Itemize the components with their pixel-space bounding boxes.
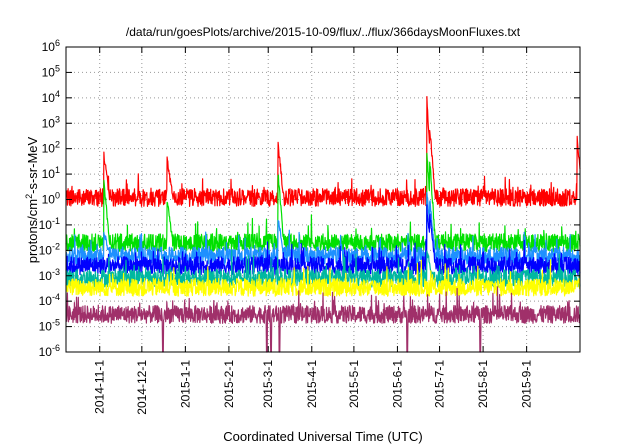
series-group xyxy=(65,95,581,353)
x-tick-label: 2015-5-1 xyxy=(347,360,361,408)
x-tick-label: 2014-12-1 xyxy=(135,360,149,415)
series-line-7 xyxy=(65,286,581,353)
y-axis-label-sup: 2 xyxy=(24,194,34,199)
y-tick-label: 10-5 xyxy=(39,318,60,334)
series-line-1 xyxy=(65,95,581,207)
chart-title: /data/run/goesPlots/archive/2015-10-09/f… xyxy=(126,25,521,39)
x-tick-label: 2015-3-1 xyxy=(261,360,275,408)
y-axis-label: protons/cm2-s-sr-MeV xyxy=(24,136,40,263)
x-tick-label: 2015-6-1 xyxy=(390,360,404,408)
x-tick-label: 2014-11-1 xyxy=(93,360,107,414)
y-tick-label: 104 xyxy=(42,89,60,105)
x-tick-label: 2015-4-1 xyxy=(305,360,319,408)
y-tick-label: 102 xyxy=(42,140,60,156)
y-tick-label: 10-1 xyxy=(39,216,60,232)
y-tick-label: 105 xyxy=(42,63,60,79)
x-axis-label: Coordinated Universal Time (UTC) xyxy=(223,429,422,444)
y-tick-label: 103 xyxy=(42,114,60,130)
y-tick-label: 10-3 xyxy=(39,267,60,283)
series-line-6 xyxy=(65,259,581,297)
x-axis: 2014-11-1 2014-12-1 2015-1-1 2015-2-1 2015-3… xyxy=(93,47,534,415)
y-axis-label-rest: -s-sr-MeV xyxy=(25,136,40,193)
x-tick-label: 2015-7-1 xyxy=(433,360,447,408)
y-tick-label: 10-2 xyxy=(39,241,60,257)
x-tick-label: 2015-1-1 xyxy=(178,360,192,408)
y-tick-label: 10-4 xyxy=(39,292,60,308)
y-axis: 10-6 10-5 10-4 10-3 10-2 10-1 100 101 102 103 104 1… xyxy=(39,38,580,359)
y-tick-label: 10-6 xyxy=(39,343,60,359)
series-line-4 xyxy=(65,204,581,276)
y-tick-label: 100 xyxy=(42,191,60,207)
x-tick-label: 2015-2-1 xyxy=(222,360,236,408)
series-line-3 xyxy=(65,192,581,266)
x-tick-label: 2015-8-1 xyxy=(476,360,490,408)
y-axis-label-base: protons/cm xyxy=(25,199,40,263)
y-tick-label: 106 xyxy=(42,38,60,54)
y-tick-label: 101 xyxy=(42,165,60,181)
x-tick-label: 2015-9-1 xyxy=(520,360,534,408)
